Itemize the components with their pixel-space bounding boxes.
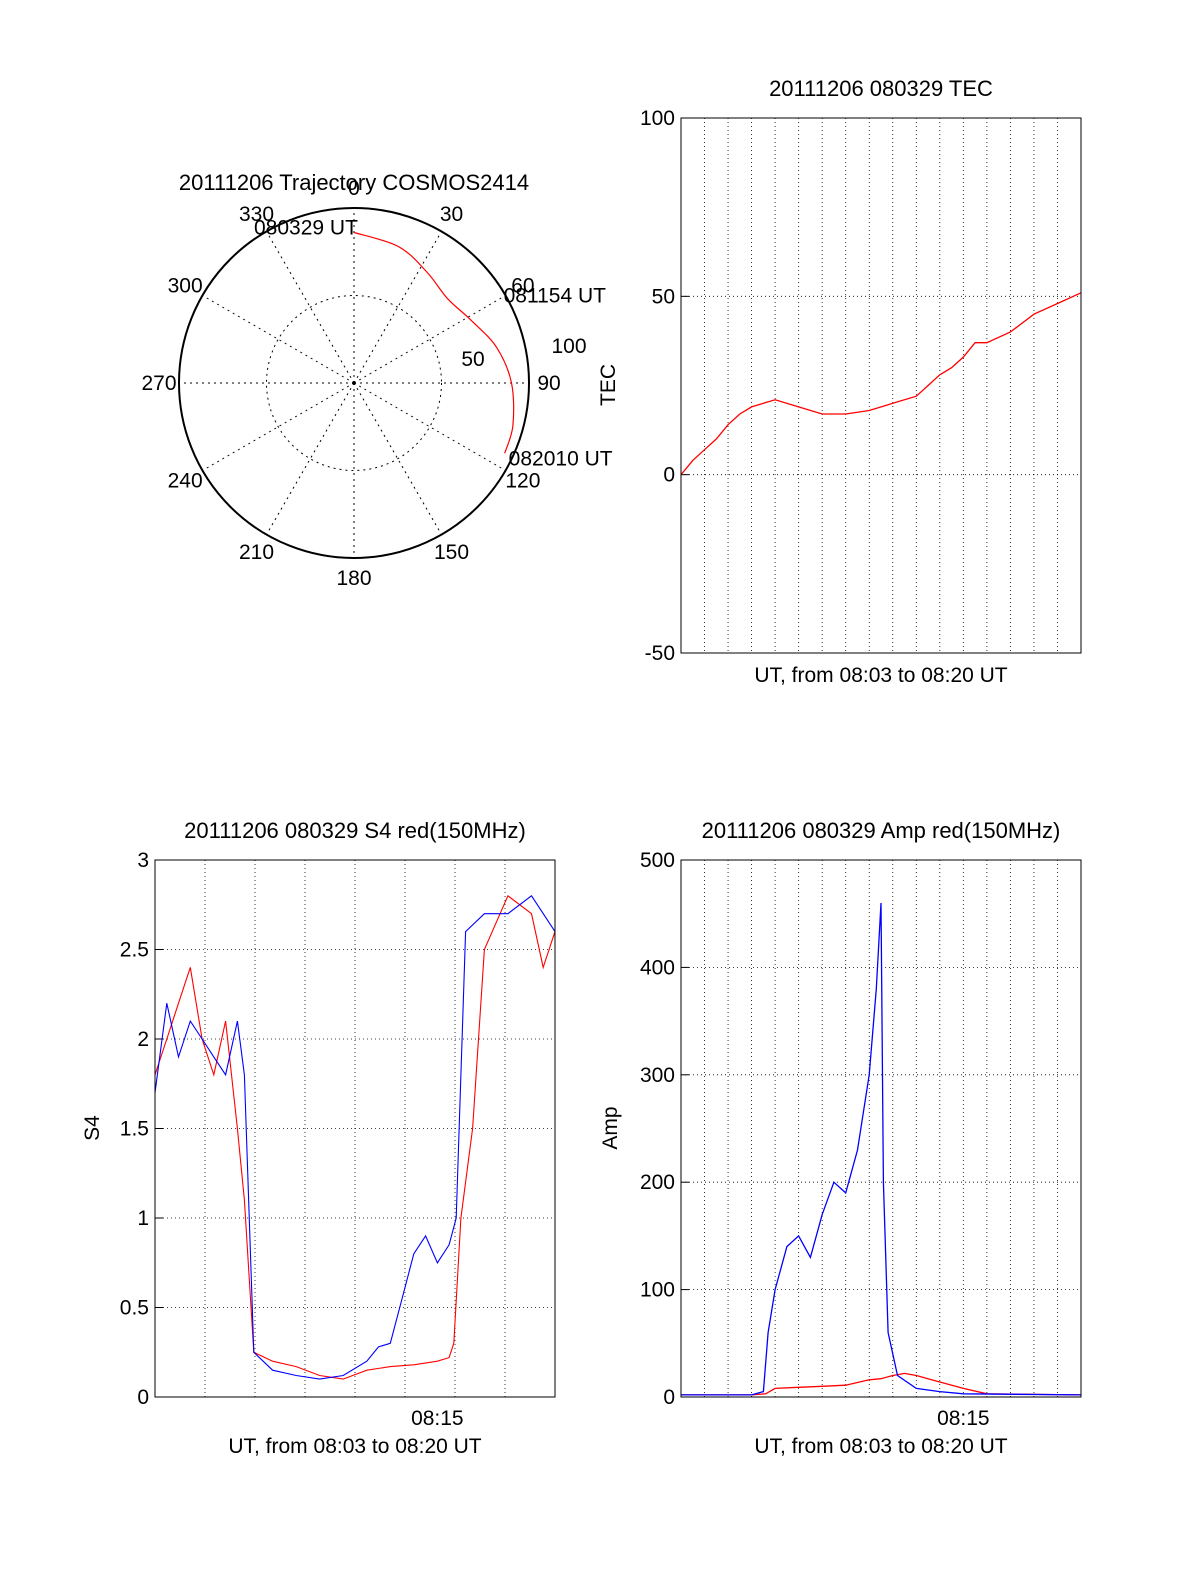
s4-title: 20111206 080329 S4 red(150MHz): [184, 818, 526, 843]
amp-y-axis-label: Amp: [599, 1106, 622, 1149]
amp-title: 20111206 080329 Amp red(150MHz): [702, 818, 1061, 843]
s4-y-tick-label-4: 2: [137, 1028, 149, 1051]
amp-y-tick-labels: 0 100 200 300 400 500: [640, 849, 675, 1409]
polar-inner-circle: [266, 295, 442, 471]
amp-plot-frame: [680, 859, 1082, 1398]
azimuth-label-150: 150: [434, 541, 469, 564]
s4-y-tick-label-1: 0.5: [120, 1297, 149, 1320]
amp-red-series-line: [681, 1372, 1082, 1396]
tec-y-tick-label-1: 0: [663, 464, 675, 487]
trajectory-time-labels: 080329 UT 081154 UT 082010 UT: [254, 217, 613, 471]
azimuth-label-90: 90: [537, 372, 560, 395]
trajectory-line: [353, 231, 515, 454]
azimuth-label-120: 120: [505, 470, 540, 493]
azimuth-label-180: 180: [336, 567, 371, 590]
polar-title: 20111206 Trajectory COSMOS2414: [179, 170, 529, 195]
amp-y-tick-label-4: 400: [640, 956, 675, 979]
trajectory-time-label-2: 082010 UT: [509, 447, 613, 470]
amp-y-tick-label-0: 0: [663, 1386, 675, 1409]
amp-y-tick-label-1: 100: [640, 1279, 675, 1302]
polar-trajectory-plot: 20111206 Trajectory COSMOS2414 0 30 60 90 12…: [141, 170, 612, 590]
polar-spoke-300: [202, 295, 355, 384]
s4-y-tick-label-5: 2.5: [120, 939, 149, 962]
polar-spoke-330: [266, 231, 355, 384]
tec-plot-frame: [680, 117, 1082, 654]
s4-y-tick-label-3: 1.5: [120, 1118, 149, 1141]
s4-y-axis-label: S4: [81, 1115, 104, 1141]
tec-y-tick-label-0: -50: [645, 642, 675, 665]
s4-blue-series-line: [154, 895, 556, 1380]
amp-y-tick-label-5: 500: [640, 849, 675, 872]
amp-y-tick-label-3: 300: [640, 1064, 675, 1087]
azimuth-label-210: 210: [239, 541, 274, 564]
s4-y-tick-label-6: 3: [137, 849, 149, 872]
polar-spoke-60: [353, 295, 506, 384]
tec-y-tick-label-2: 50: [652, 285, 675, 308]
s4-y-tick-label-2: 1: [137, 1207, 149, 1230]
azimuth-label-0: 0: [348, 177, 360, 200]
s4-x-tick-label-0: 08:15: [411, 1407, 464, 1430]
tec-y-axis-label: TEC: [597, 364, 620, 406]
tec-series-line: [680, 292, 1082, 476]
polar-spoke-30: [353, 231, 442, 384]
azimuth-label-30: 30: [440, 203, 463, 226]
amp-y-tick-label-2: 200: [640, 1171, 675, 1194]
polar-spoke-120: [353, 382, 506, 471]
trajectory-time-label-0: 080329 UT: [254, 217, 358, 240]
s4-y-tick-labels: 0 0.5 1 1.5 2 2.5 3: [120, 849, 149, 1409]
radial-label-50: 50: [461, 348, 484, 371]
s4-plot: 20111206 080329 S4 red(150MHz) 0 0.5 1 1.5 2…: [81, 818, 556, 1458]
tec-plot: 20111206 080329 TEC -50 0 50 100 TEC UT, fr…: [597, 76, 1082, 687]
s4-grid: [155, 859, 555, 1398]
polar-spoke-150: [353, 382, 442, 535]
amp-x-axis-label: UT, from 08:03 to 08:20 UT: [754, 1435, 1007, 1458]
trajectory-time-label-1: 081154 UT: [504, 285, 607, 308]
azimuth-label-240: 240: [168, 470, 203, 493]
s4-red-series-line: [154, 894, 556, 1380]
tec-grid: [681, 117, 1081, 654]
tec-title: 20111206 080329 TEC: [769, 76, 993, 101]
azimuth-label-330: 330: [239, 203, 274, 226]
polar-azimuth-labels: 0 30 60 90 120 150 180 210 240 270 300 330: [141, 177, 560, 590]
s4-x-axis-label: UT, from 08:03 to 08:20 UT: [228, 1435, 481, 1458]
amp-x-tick-label-0: 08:15: [937, 1407, 990, 1430]
s4-plot-frame: [154, 859, 556, 1398]
tec-y-tick-label-3: 100: [640, 107, 675, 130]
azimuth-label-270: 270: [141, 372, 176, 395]
s4-x-tick-labels: 08:15: [411, 1407, 464, 1430]
polar-spokes: [179, 208, 529, 558]
polar-spoke-210: [266, 382, 355, 535]
tec-y-tick-labels: -50 0 50 100: [640, 107, 675, 665]
s4-y-tick-label-0: 0: [137, 1386, 149, 1409]
tec-x-axis-label: UT, from 08:03 to 08:20 UT: [754, 664, 1007, 687]
amp-blue-series-line: [681, 902, 1082, 1396]
radial-label-100: 100: [551, 335, 586, 358]
azimuth-label-60: 60: [511, 275, 534, 298]
polar-spoke-240: [202, 382, 355, 471]
amp-x-tick-labels: 08:15: [937, 1407, 990, 1430]
amp-plot: 20111206 080329 Amp red(150MHz) 0 100 200 3…: [599, 818, 1082, 1458]
azimuth-label-300: 300: [168, 275, 203, 298]
